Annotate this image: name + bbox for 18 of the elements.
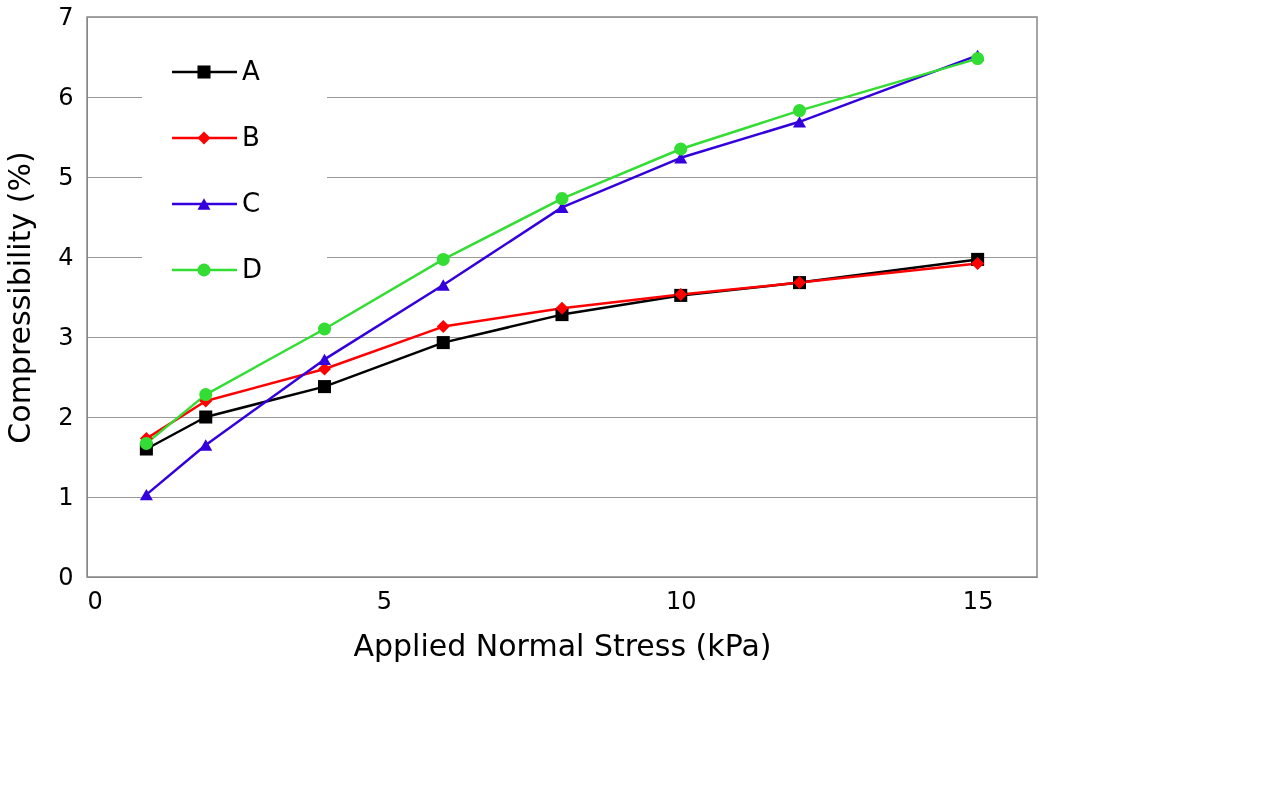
y-tick-label: 4 — [58, 242, 74, 271]
x-tick-label: 15 — [962, 586, 994, 615]
legend-label: D — [242, 254, 263, 284]
legend-label: B — [242, 122, 260, 152]
x-tick-label: 5 — [376, 586, 393, 615]
x-tick-label: 0 — [87, 586, 103, 615]
y-tick-label: 5 — [58, 162, 74, 191]
x-axis-title: Applied Normal Stress (kPa) — [353, 627, 772, 663]
y-tick-label: 3 — [58, 322, 74, 351]
x-tick-label: 10 — [665, 586, 697, 615]
legend-label: A — [242, 56, 260, 86]
y-tick-label: 0 — [58, 562, 74, 591]
y-axis-title: Compressibility (%) — [2, 151, 38, 444]
legend-label: C — [242, 188, 261, 218]
y-tick-label: 1 — [58, 482, 74, 511]
y-tick-label: 2 — [58, 402, 74, 431]
y-tick-label: 6 — [58, 82, 74, 111]
y-tick-label: 7 — [58, 2, 74, 31]
